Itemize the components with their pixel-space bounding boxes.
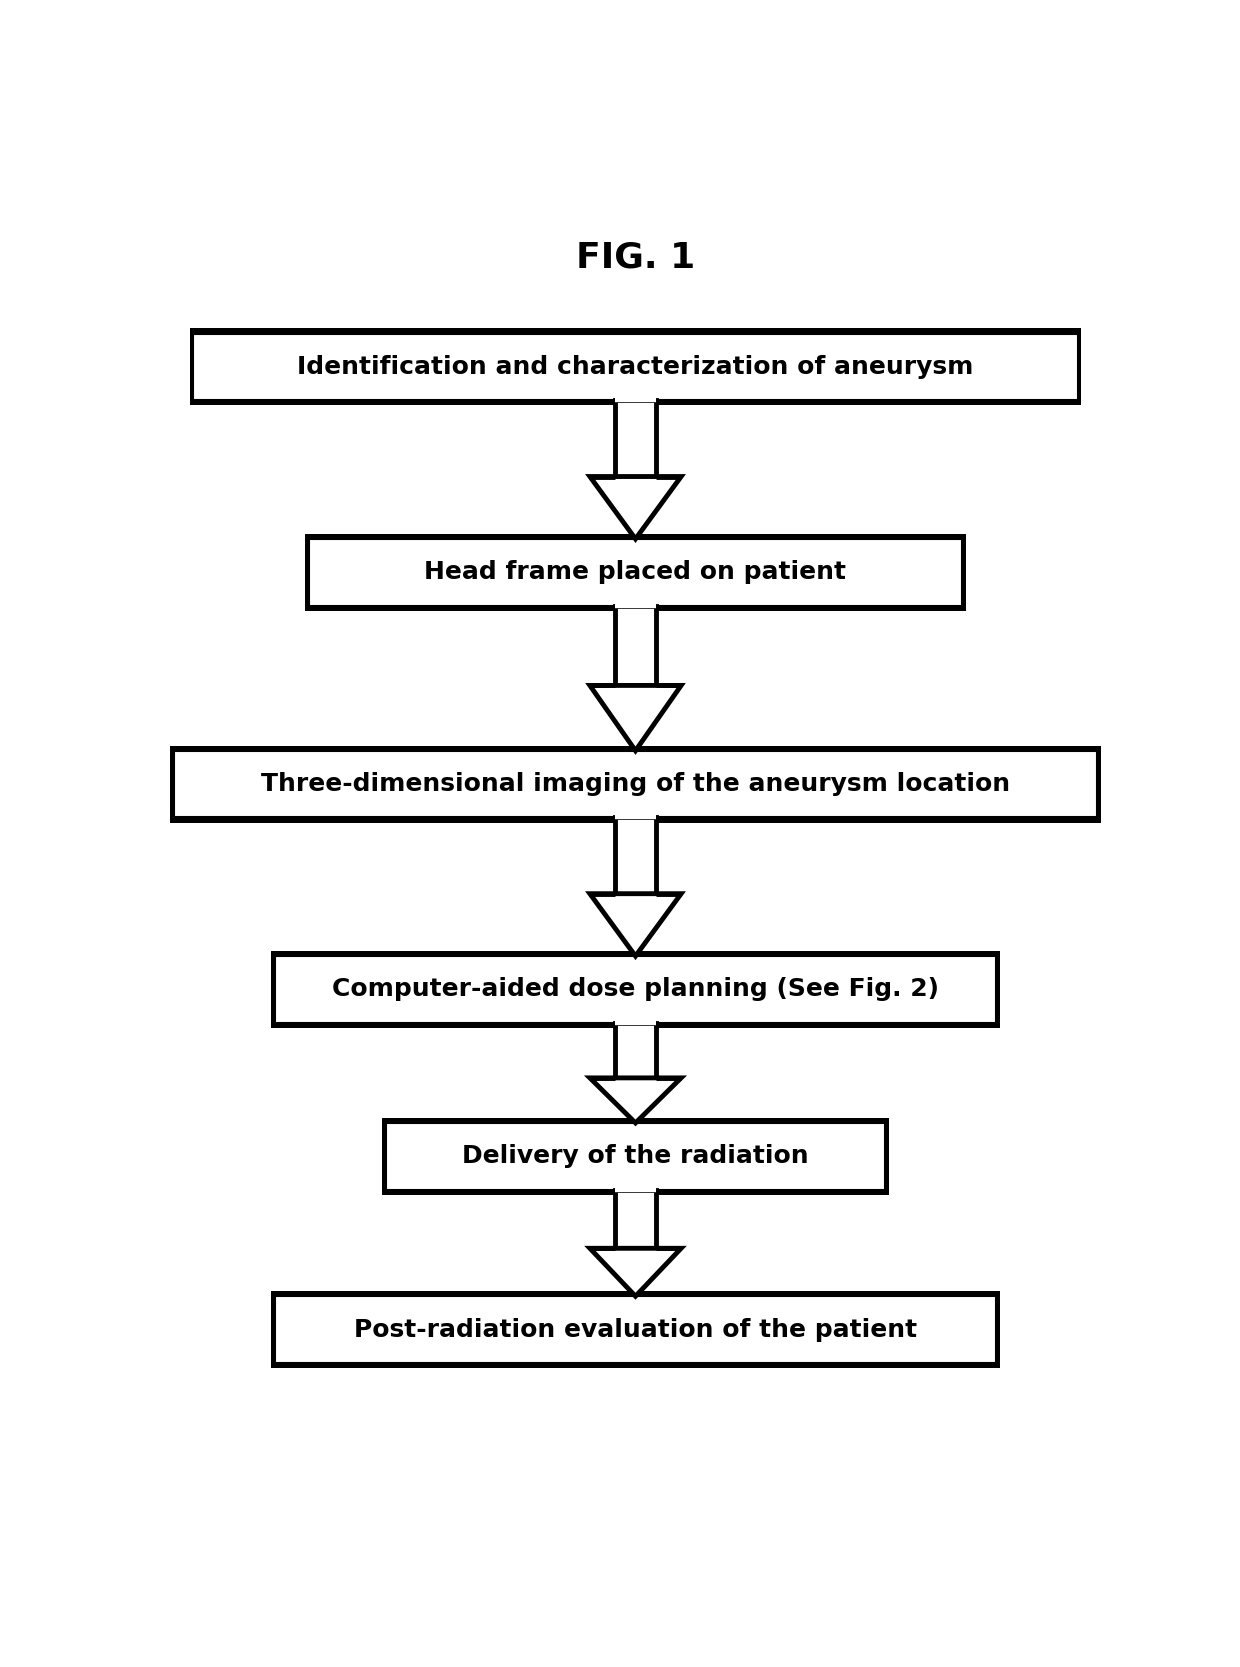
Text: Head frame placed on patient: Head frame placed on patient bbox=[424, 560, 847, 583]
Bar bbox=[275, 1297, 996, 1364]
Bar bbox=[615, 1024, 656, 1079]
Bar bbox=[272, 950, 999, 1029]
Text: Computer-aided dose planning (See Fig. 2): Computer-aided dose planning (See Fig. 2… bbox=[332, 977, 939, 1002]
Text: Post-radiation evaluation of the patient: Post-radiation evaluation of the patient bbox=[353, 1317, 918, 1342]
Polygon shape bbox=[590, 1079, 681, 1124]
Bar bbox=[190, 328, 1081, 405]
Text: FIG. 1: FIG. 1 bbox=[575, 240, 696, 275]
Bar bbox=[615, 605, 656, 685]
Polygon shape bbox=[590, 894, 681, 957]
Polygon shape bbox=[590, 477, 681, 538]
Bar bbox=[309, 538, 962, 605]
Bar bbox=[272, 1290, 999, 1369]
Bar bbox=[275, 957, 996, 1024]
Bar bbox=[615, 817, 656, 894]
Bar bbox=[174, 750, 1097, 817]
Bar bbox=[615, 1190, 656, 1249]
Polygon shape bbox=[590, 685, 681, 750]
Bar bbox=[170, 745, 1101, 822]
Bar bbox=[382, 1119, 889, 1195]
Bar bbox=[305, 533, 966, 610]
Text: Delivery of the radiation: Delivery of the radiation bbox=[463, 1144, 808, 1169]
Bar bbox=[615, 400, 656, 477]
Text: Identification and characterization of aneurysm: Identification and characterization of a… bbox=[298, 355, 973, 378]
Bar bbox=[193, 333, 1078, 400]
Polygon shape bbox=[590, 1249, 681, 1297]
Bar bbox=[386, 1124, 885, 1190]
Text: Three-dimensional imaging of the aneurysm location: Three-dimensional imaging of the aneurys… bbox=[260, 772, 1011, 797]
